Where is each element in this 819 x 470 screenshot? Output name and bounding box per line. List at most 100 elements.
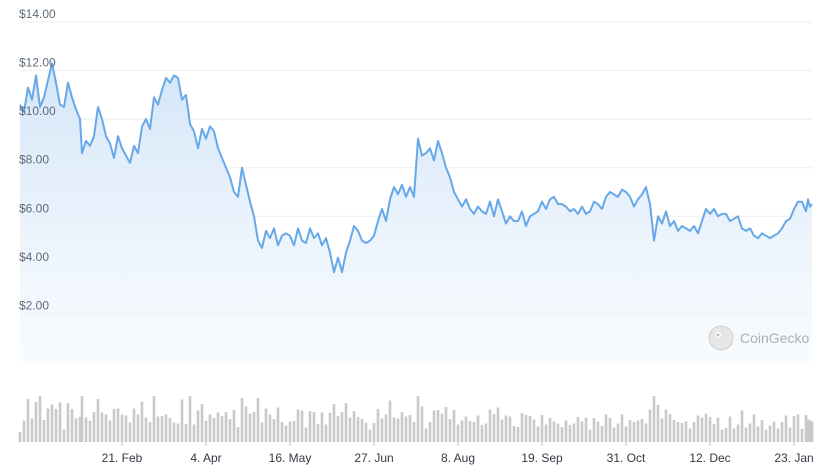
- volume-bar: [712, 424, 716, 442]
- watermark-text: CoinGecko: [740, 330, 809, 346]
- y-tick-label: $12.00: [19, 56, 56, 70]
- volume-bar: [78, 417, 82, 442]
- volume-bar: [560, 427, 564, 442]
- volume-bar: [672, 420, 676, 442]
- volume-bar: [496, 407, 500, 442]
- volume-bar: [744, 427, 748, 442]
- volume-bar: [660, 418, 664, 442]
- y-tick-label: $4.00: [19, 250, 49, 264]
- volume-bar: [612, 427, 616, 442]
- volume-bar: [42, 420, 46, 442]
- volume-bar: [104, 414, 108, 442]
- volume-bar: [444, 407, 448, 442]
- volume-bar: [668, 414, 672, 442]
- volume-bar: [628, 420, 632, 442]
- volume-bar: [648, 409, 652, 442]
- volume-bar: [136, 414, 140, 442]
- volume-bar: [524, 415, 528, 442]
- volume-bar: [388, 400, 392, 442]
- x-tick-label: 23. Jan: [774, 451, 813, 465]
- volume-bar: [696, 415, 700, 442]
- volume-bar: [452, 410, 456, 442]
- volume-bar: [272, 419, 276, 442]
- volume-bar: [74, 418, 78, 442]
- volume-bar: [304, 427, 308, 442]
- volume-bar: [784, 415, 788, 442]
- y-tick-label: $10.00: [19, 104, 56, 118]
- volume-bar: [156, 416, 160, 442]
- volume-bar: [404, 416, 408, 442]
- volume-bar: [788, 427, 792, 442]
- volume-bar: [66, 403, 70, 442]
- volume-bar: [640, 419, 644, 442]
- volume-bar: [472, 422, 476, 442]
- y-axis-ticks: $2.00 $4.00 $6.00 $8.00 $10.00 $12.00 $14.00: [19, 7, 56, 312]
- volume-bar: [424, 428, 428, 442]
- volume-bar: [288, 421, 292, 442]
- volume-bar: [806, 419, 810, 442]
- volume-bar: [432, 410, 436, 442]
- volume-bar: [204, 421, 208, 442]
- x-tick-label: 8. Aug: [441, 451, 475, 465]
- volume-bar: [112, 409, 116, 442]
- volume-bar: [420, 406, 424, 442]
- volume-bar: [592, 418, 596, 442]
- volume-bar: [440, 413, 444, 442]
- volume-bar: [796, 414, 800, 442]
- volume-bar: [780, 422, 784, 442]
- volume-bar: [70, 409, 74, 442]
- volume-bar: [540, 415, 544, 442]
- volume-bar: [532, 419, 536, 442]
- volume-bar: [764, 429, 768, 442]
- volume-bar: [508, 416, 512, 442]
- volume-bar: [80, 396, 84, 442]
- volume-bar: [708, 417, 712, 442]
- volume-bar: [216, 412, 220, 442]
- volume-bar: [316, 424, 320, 442]
- volume-bar: [676, 422, 680, 442]
- volume-bar: [492, 414, 496, 442]
- volume-bar: [408, 415, 412, 442]
- x-tick-label: 12. Dec: [689, 451, 730, 465]
- volume-bar: [476, 415, 480, 442]
- x-tick-label: 27. Jun: [354, 451, 393, 465]
- volume-bar: [54, 409, 58, 442]
- volume-bar: [776, 428, 780, 442]
- volume-bar: [356, 417, 360, 442]
- volume-bar: [260, 422, 264, 442]
- volume-bar: [116, 408, 120, 442]
- volume-bar: [348, 417, 352, 442]
- volume-bar: [756, 426, 760, 442]
- volume-bar: [588, 429, 592, 442]
- volume-bar: [120, 414, 124, 442]
- volume-bar: [664, 409, 668, 442]
- x-tick-label: 4. Apr: [190, 451, 221, 465]
- volume-bar: [460, 420, 464, 442]
- coingecko-logo-icon: [708, 325, 734, 351]
- volume-bar: [50, 404, 54, 442]
- volume-bar: [632, 422, 636, 442]
- volume-bar: [500, 419, 504, 442]
- volume-bar: [340, 412, 344, 442]
- volume-bar: [800, 429, 804, 442]
- volume-bar: [140, 401, 144, 442]
- volume-bar: [152, 396, 156, 442]
- volume-bar: [804, 415, 808, 442]
- volume-bar: [108, 420, 112, 442]
- volume-bar: [456, 424, 460, 442]
- volume-bar: [692, 422, 696, 442]
- volume-bar: [100, 412, 104, 442]
- volume-bar: [772, 421, 776, 442]
- volume-bar: [180, 399, 184, 442]
- volume-bar: [364, 422, 368, 442]
- volume-bar: [488, 409, 492, 442]
- volume-bar: [564, 420, 568, 442]
- price-line: [19, 62, 813, 274]
- volume-bar: [720, 429, 724, 442]
- volume-bar: [636, 420, 640, 442]
- volume-bar: [680, 423, 684, 442]
- volume-bar: [504, 415, 508, 442]
- volume-bar: [380, 418, 384, 442]
- volume-bar: [576, 417, 580, 442]
- volume-bar: [128, 422, 132, 442]
